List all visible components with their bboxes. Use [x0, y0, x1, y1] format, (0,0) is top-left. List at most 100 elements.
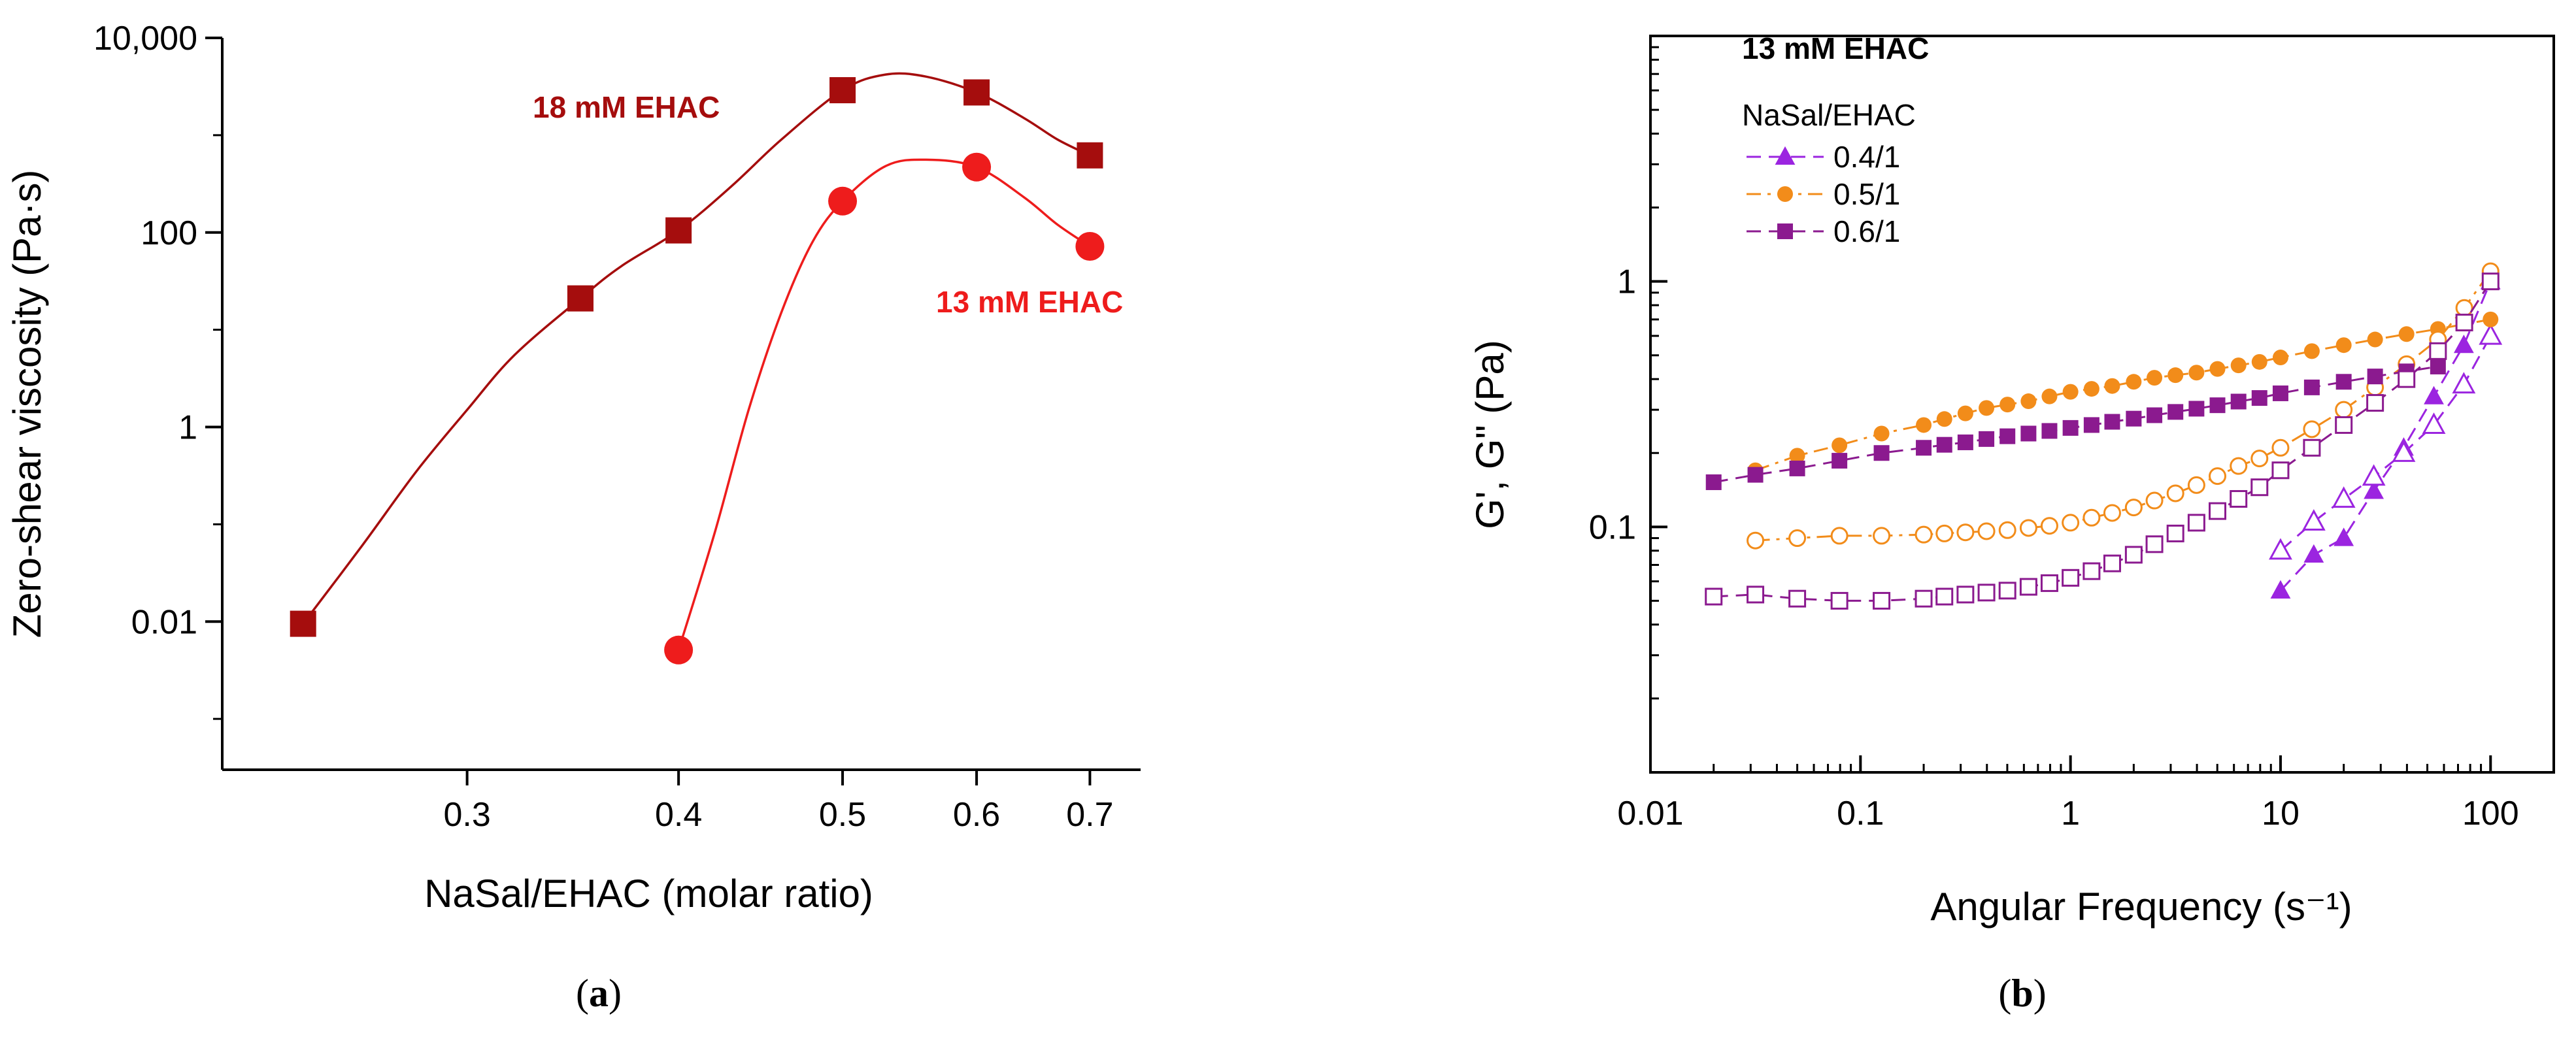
panel-b-modulus-chart: 0.1 1 0.01 0.1 1 10 100 Angular Frequency (s⁻¹)…: [1468, 31, 2555, 929]
data-point-square: [1935, 587, 1954, 606]
series-0.6-1-storage-modulus: [1705, 358, 2446, 491]
data-point-square: [2367, 369, 2383, 385]
data-point-circle: [2145, 491, 2164, 510]
data-point-square: [2251, 390, 2267, 406]
x-tick-label: 0.3: [443, 796, 490, 834]
data-point-circle: [1832, 437, 1848, 453]
data-point-circle: [2271, 438, 2290, 457]
data-point-square: [1077, 142, 1103, 169]
legend-item-0.4-1: 0.4/1: [1747, 140, 1900, 174]
data-point-square: [2455, 314, 2473, 332]
data-point-circle: [1936, 411, 1952, 427]
data-point-square: [1788, 589, 1807, 608]
series-13mm: [664, 152, 1105, 665]
x-tick-label: 0.6: [953, 796, 1000, 834]
data-point-square: [2250, 478, 2269, 497]
data-point-circle: [2062, 514, 2080, 532]
data-point-circle: [2104, 378, 2120, 394]
data-point-square: [2366, 394, 2384, 412]
legend-label: 0.4/1: [1833, 140, 1900, 174]
data-point-square: [2188, 401, 2205, 417]
data-point-circle: [2187, 476, 2205, 494]
data-point-circle: [2083, 381, 2099, 397]
data-point-circle: [2230, 357, 2247, 374]
data-point-circle: [2251, 354, 2267, 370]
data-point-square: [2335, 416, 2353, 434]
legend-item-0.5-1: 0.5/1: [1747, 177, 1900, 211]
data-point-square: [2230, 393, 2247, 410]
data-point-square: [665, 217, 692, 244]
data-point-triangle: [2333, 527, 2354, 546]
data-point-circle: [2103, 504, 2121, 522]
data-point-square: [290, 610, 316, 637]
data-point-square: [2303, 379, 2320, 395]
legend-title: NaSal/EHAC: [1742, 98, 1916, 132]
data-point-square: [1830, 591, 1848, 610]
data-point-circle: [962, 152, 992, 182]
x-tick-label: 1: [2061, 795, 2080, 832]
data-point-circle: [2335, 401, 2353, 419]
data-point-square: [2430, 358, 2446, 374]
data-point-square: [1873, 591, 1891, 610]
data-point-square: [2209, 502, 2227, 520]
svg-text:(a): (a): [576, 972, 622, 1015]
y-axis-title: Zero-shear viscosity (Pa·s): [5, 170, 49, 638]
data-point-triangle: [2453, 335, 2474, 354]
data-point-circle: [2398, 326, 2415, 342]
data-point-square: [2429, 342, 2447, 360]
data-point-circle: [2083, 508, 2101, 527]
y-axis-title: G', G" (Pa): [1468, 340, 1512, 529]
data-point-circle: [664, 635, 694, 665]
data-point-triangle: [2479, 323, 2503, 345]
data-point-triangle: [2332, 486, 2356, 508]
data-point-square: [2166, 524, 2184, 542]
data-point-triangle: [2452, 372, 2476, 394]
data-point-circle: [2147, 370, 2163, 386]
data-point-circle: [1873, 527, 1891, 545]
x-tick-label: 100: [2462, 795, 2519, 832]
data-point-triangle: [2364, 480, 2384, 499]
data-point-circle: [1998, 521, 2016, 539]
data-point-triangle: [2424, 386, 2444, 404]
legend-item-0.6-1: 0.6/1: [1747, 214, 1900, 248]
caption-a-open-paren: (: [576, 972, 589, 1015]
caption-b-close-paren: ): [2033, 972, 2047, 1015]
series-0.5-1-storage-modulus: [1747, 311, 2499, 478]
data-point-square: [2104, 414, 2120, 430]
data-point-circle: [2272, 350, 2288, 366]
data-point-circle: [2041, 388, 2058, 404]
series-18mm: [290, 72, 1103, 637]
series-0.5-1-loss-modulus: [1747, 262, 2500, 550]
data-point-square: [2147, 407, 2163, 423]
series-line: [2279, 281, 2492, 591]
data-point-triangle: [2303, 544, 2324, 563]
data-point-square: [1832, 453, 1848, 469]
data-point-circle: [2367, 331, 2383, 348]
data-point-square: [2187, 514, 2205, 532]
data-point-square: [1979, 431, 1995, 447]
legend-marker-square: [1777, 223, 1793, 239]
series-line: [2280, 335, 2492, 551]
series-0.6-1-loss-modulus: [1705, 272, 2500, 610]
series-0.4-1-loss-modulus: [2269, 323, 2503, 560]
data-point-circle: [1873, 425, 1890, 442]
data-point-square: [1936, 436, 1952, 453]
x-tick-label: 0.7: [1066, 796, 1113, 834]
data-point-circle: [1957, 405, 1973, 421]
data-point-square: [2209, 397, 2226, 414]
y-tick-label: 1: [178, 409, 197, 447]
y-tick-label: 100: [141, 214, 197, 252]
data-point-circle: [2209, 467, 2227, 486]
series-label-13mm: 13 mM EHAC: [936, 285, 1123, 319]
data-point-square: [2019, 578, 2037, 596]
x-axis-title: Angular Frequency (s⁻¹): [1930, 885, 2352, 929]
caption-b-letter: b: [2011, 972, 2033, 1015]
data-point-square: [829, 77, 856, 104]
data-point-square: [1705, 474, 1722, 491]
data-point-square: [1705, 587, 1723, 606]
data-point-triangle: [2392, 440, 2416, 462]
data-point-square: [2062, 568, 2080, 587]
data-point-square: [2230, 490, 2248, 508]
data-point-square: [2271, 461, 2290, 480]
